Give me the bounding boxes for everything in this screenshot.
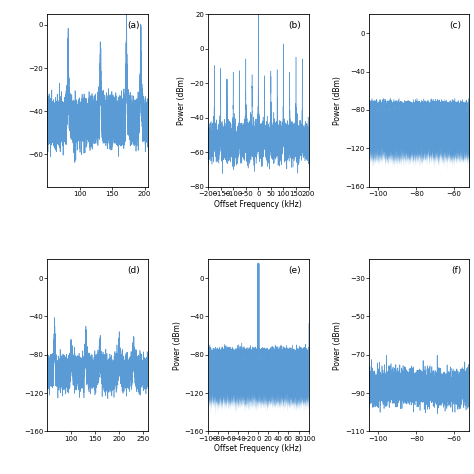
Y-axis label: Power (dBm): Power (dBm) (334, 76, 343, 125)
Text: (a): (a) (128, 21, 140, 30)
Text: (b): (b) (288, 21, 301, 30)
Text: (c): (c) (449, 21, 461, 30)
X-axis label: Offset Frequency (kHz): Offset Frequency (kHz) (214, 444, 302, 453)
Text: (d): (d) (127, 266, 140, 275)
Text: (f): (f) (451, 266, 461, 275)
Text: (e): (e) (288, 266, 301, 275)
Y-axis label: Power (dBm): Power (dBm) (177, 76, 186, 125)
Y-axis label: Power (dBm): Power (dBm) (173, 321, 182, 370)
Y-axis label: Power (dBm): Power (dBm) (334, 321, 343, 370)
X-axis label: Offset Frequency (kHz): Offset Frequency (kHz) (214, 200, 302, 209)
